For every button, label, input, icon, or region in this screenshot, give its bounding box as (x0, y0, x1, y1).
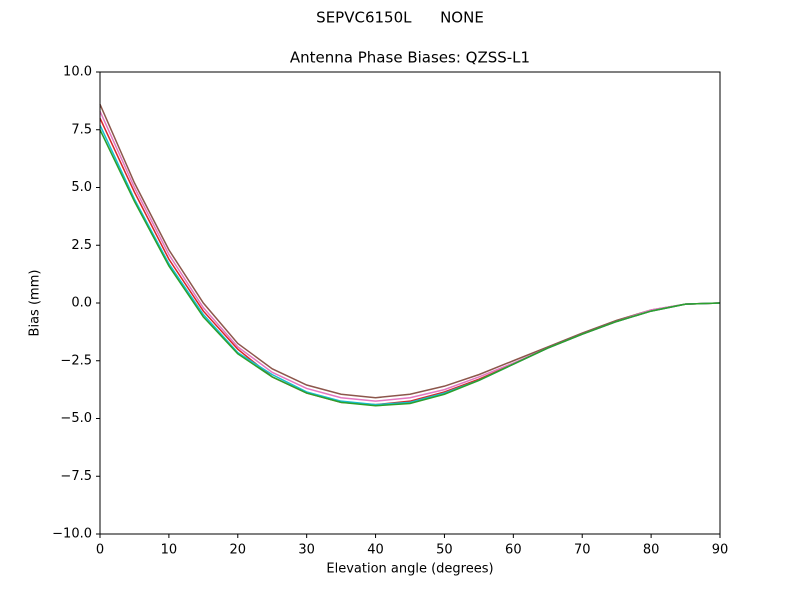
x-tick-label: 80 (643, 543, 660, 558)
y-tick-label: −7.5 (60, 469, 92, 484)
plot-frame (99, 71, 721, 535)
x-tick-label: 70 (574, 543, 591, 558)
series-line (99, 117, 721, 406)
y-tick-label: 10.0 (63, 65, 92, 80)
series-line (99, 104, 721, 399)
series-line (99, 110, 721, 402)
y-tick-label: 2.5 (71, 238, 92, 253)
x-tick-label: 20 (230, 543, 247, 558)
chart-suptitle: SEPVC6150L NONE (316, 9, 484, 27)
x-tick-label: 50 (436, 543, 453, 558)
series-line (99, 124, 721, 406)
y-tick-label: −5.0 (60, 411, 92, 426)
y-tick-label: −10.0 (52, 527, 92, 542)
x-tick-label: 30 (298, 543, 315, 558)
x-axis-label: Elevation angle (degrees) (326, 562, 493, 577)
x-tick-label: 10 (161, 543, 178, 558)
x-tick-label: 0 (96, 543, 104, 558)
y-tick-label: 7.5 (71, 122, 92, 137)
y-axis-label: Bias (mm) (28, 270, 43, 337)
series-line (99, 129, 721, 407)
x-tick-label: 60 (505, 543, 522, 558)
y-tick-label: 5.0 (71, 180, 92, 195)
chart-title: Antenna Phase Biases: QZSS-L1 (290, 49, 530, 67)
y-tick-label: 0.0 (71, 296, 92, 311)
x-tick-label: 90 (712, 543, 729, 558)
x-tick-label: 40 (367, 543, 384, 558)
y-tick-label: −2.5 (60, 353, 92, 368)
